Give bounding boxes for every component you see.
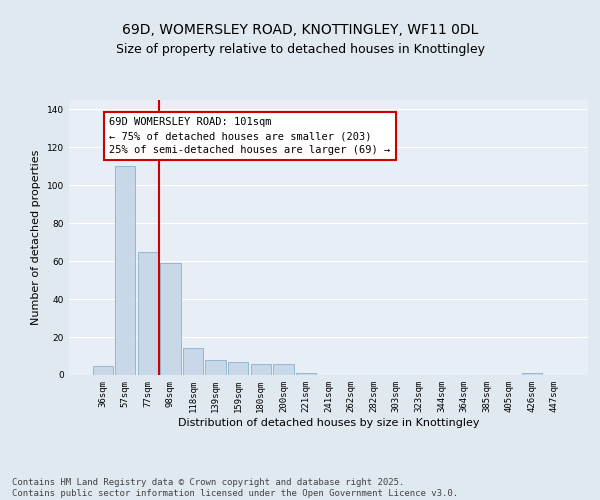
Bar <box>205 360 226 375</box>
Text: 69D WOMERSLEY ROAD: 101sqm
← 75% of detached houses are smaller (203)
25% of sem: 69D WOMERSLEY ROAD: 101sqm ← 75% of deta… <box>109 117 391 155</box>
Bar <box>115 166 136 375</box>
Text: Contains HM Land Registry data © Crown copyright and database right 2025.
Contai: Contains HM Land Registry data © Crown c… <box>12 478 458 498</box>
Bar <box>183 348 203 375</box>
Bar <box>138 252 158 375</box>
Bar <box>521 373 542 375</box>
Y-axis label: Number of detached properties: Number of detached properties <box>31 150 41 325</box>
Bar <box>251 364 271 375</box>
X-axis label: Distribution of detached houses by size in Knottingley: Distribution of detached houses by size … <box>178 418 479 428</box>
Bar <box>228 362 248 375</box>
Text: 69D, WOMERSLEY ROAD, KNOTTINGLEY, WF11 0DL: 69D, WOMERSLEY ROAD, KNOTTINGLEY, WF11 0… <box>122 22 478 36</box>
Bar <box>296 373 316 375</box>
Text: Size of property relative to detached houses in Knottingley: Size of property relative to detached ho… <box>115 42 485 56</box>
Bar <box>273 364 293 375</box>
Bar <box>92 366 113 375</box>
Bar <box>160 263 181 375</box>
